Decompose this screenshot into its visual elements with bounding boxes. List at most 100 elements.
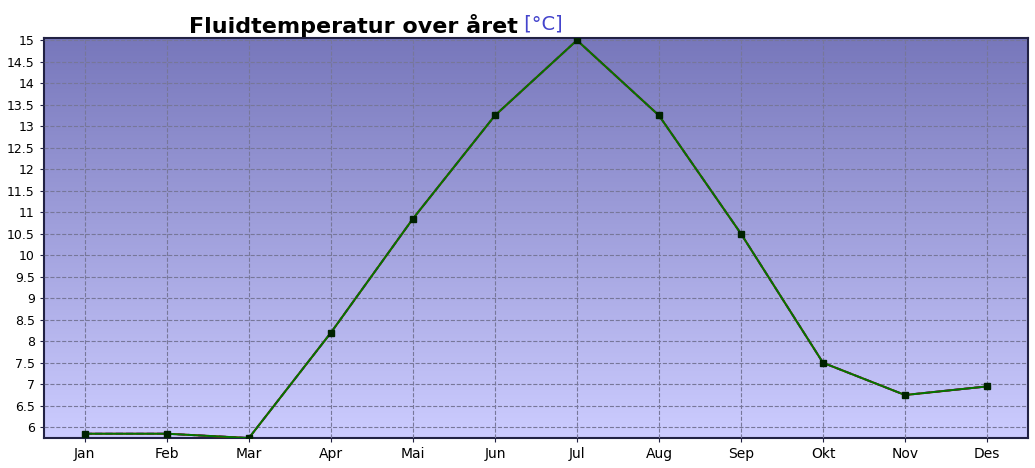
Bar: [43, 183, 1028, 185]
Bar: [43, 85, 1028, 87]
Bar: [43, 77, 1028, 79]
Bar: [43, 227, 1028, 229]
Bar: [43, 71, 1028, 73]
Bar: [43, 132, 1028, 133]
Bar: [43, 401, 1028, 402]
Bar: [43, 99, 1028, 101]
Bar: [43, 296, 1028, 298]
Bar: [43, 346, 1028, 347]
Bar: [43, 88, 1028, 90]
Bar: [43, 194, 1028, 196]
Bar: [43, 391, 1028, 393]
Bar: [43, 235, 1028, 236]
Bar: [43, 277, 1028, 278]
Bar: [43, 355, 1028, 357]
Bar: [43, 366, 1028, 368]
Bar: [43, 264, 1028, 266]
Bar: [43, 272, 1028, 274]
Bar: [43, 160, 1028, 161]
Bar: [43, 288, 1028, 290]
Bar: [43, 215, 1028, 216]
Bar: [43, 66, 1028, 68]
Bar: [43, 166, 1028, 168]
Bar: [43, 413, 1028, 415]
Bar: [43, 388, 1028, 389]
Bar: [43, 80, 1028, 82]
Bar: [43, 82, 1028, 83]
Bar: [43, 393, 1028, 394]
Bar: [43, 171, 1028, 172]
Bar: [43, 158, 1028, 160]
Bar: [43, 226, 1028, 227]
Bar: [43, 411, 1028, 413]
Bar: [43, 123, 1028, 124]
Bar: [43, 43, 1028, 44]
Bar: [43, 124, 1028, 125]
Bar: [43, 69, 1028, 71]
Bar: [43, 424, 1028, 425]
Bar: [43, 282, 1028, 283]
Bar: [43, 204, 1028, 205]
Bar: [43, 143, 1028, 144]
Bar: [43, 157, 1028, 158]
Bar: [43, 307, 1028, 308]
Bar: [43, 169, 1028, 171]
Bar: [43, 41, 1028, 43]
Bar: [43, 236, 1028, 238]
Bar: [43, 302, 1028, 304]
Bar: [43, 432, 1028, 433]
Bar: [43, 313, 1028, 314]
Bar: [43, 218, 1028, 219]
Bar: [43, 246, 1028, 248]
Bar: [43, 129, 1028, 130]
Bar: [43, 121, 1028, 123]
Bar: [43, 344, 1028, 346]
Bar: [43, 185, 1028, 187]
Bar: [43, 46, 1028, 47]
Bar: [43, 322, 1028, 324]
Bar: [43, 382, 1028, 383]
Bar: [43, 63, 1028, 65]
Bar: [43, 266, 1028, 268]
Bar: [43, 176, 1028, 177]
Bar: [43, 314, 1028, 316]
Bar: [43, 409, 1028, 410]
Bar: [43, 291, 1028, 293]
Bar: [43, 58, 1028, 60]
Bar: [43, 360, 1028, 361]
Bar: [43, 207, 1028, 208]
Bar: [43, 97, 1028, 99]
Bar: [43, 319, 1028, 321]
Bar: [43, 219, 1028, 221]
Bar: [43, 109, 1028, 110]
Bar: [43, 330, 1028, 332]
Bar: [43, 105, 1028, 107]
Bar: [43, 205, 1028, 207]
Bar: [43, 90, 1028, 91]
Bar: [43, 354, 1028, 355]
Bar: [43, 258, 1028, 260]
Bar: [43, 243, 1028, 244]
Bar: [43, 437, 1028, 438]
Bar: [43, 168, 1028, 169]
Bar: [43, 435, 1028, 437]
Bar: [43, 429, 1028, 430]
Bar: [43, 268, 1028, 269]
Bar: [43, 57, 1028, 58]
Bar: [43, 283, 1028, 285]
Bar: [43, 433, 1028, 435]
Bar: [43, 404, 1028, 405]
Bar: [43, 104, 1028, 105]
Bar: [43, 340, 1028, 341]
Bar: [43, 380, 1028, 382]
Bar: [43, 137, 1028, 138]
Bar: [43, 332, 1028, 333]
Bar: [43, 276, 1028, 277]
Bar: [43, 144, 1028, 146]
Bar: [43, 107, 1028, 109]
Bar: [43, 318, 1028, 319]
Bar: [43, 262, 1028, 263]
Bar: [43, 385, 1028, 387]
Bar: [43, 410, 1028, 411]
Bar: [43, 163, 1028, 165]
